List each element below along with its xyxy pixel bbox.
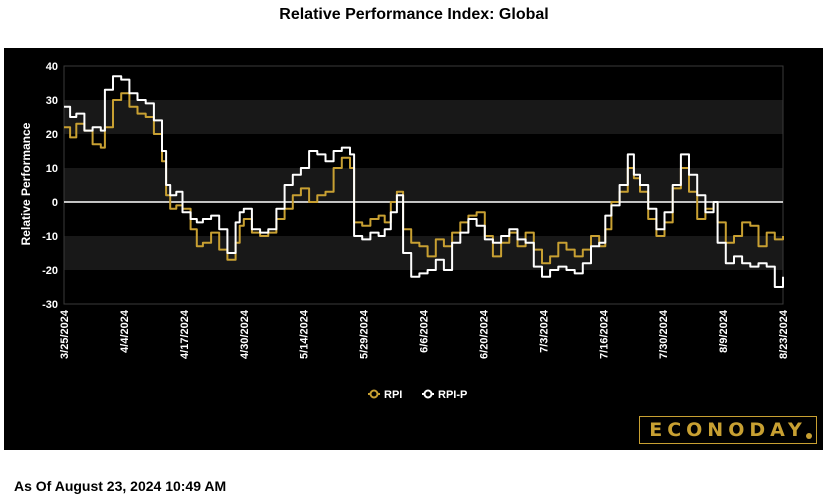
- x-tick-label: 7/30/2024: [658, 309, 670, 359]
- series-line-rpi: [64, 92, 784, 265]
- legend: RPI RPI-P: [368, 389, 467, 401]
- legend-marker-icon: [369, 389, 379, 399]
- plot-frame: [63, 65, 784, 305]
- grid-band: [64, 270, 783, 304]
- chart-plot: 40 30 20 10 0 -10 -20 -30 3/25/2024 4/4/2024 4/17…: [19, 61, 790, 401]
- brand-logo-text: ECONODAY: [649, 419, 807, 441]
- y-tick-label: -30: [42, 299, 58, 311]
- y-axis-ticks: 40 30 20 10 0 -10 -20 -30: [42, 61, 58, 311]
- x-tick-label: 8/9/2024: [718, 309, 730, 353]
- y-tick-label: 10: [46, 163, 58, 175]
- y-tick-label: 20: [46, 129, 58, 141]
- x-tick-label: 4/30/2024: [239, 309, 251, 359]
- grid-band: [64, 168, 783, 202]
- legend-marker-icon: [423, 389, 433, 399]
- grid-band: [64, 134, 783, 168]
- legend-label: RPI-P: [438, 389, 467, 401]
- x-tick-label: 5/14/2024: [299, 309, 311, 359]
- x-tick-label: 7/16/2024: [598, 309, 610, 359]
- x-tick-label: 8/23/2024: [778, 309, 790, 359]
- x-tick-label: 7/3/2024: [538, 309, 550, 353]
- x-axis-ticks: 3/25/2024 4/4/2024 4/17/2024 4/30/2024 5/14/…: [59, 309, 790, 359]
- footer-timestamp: As Of August 23, 2024 10:49 AM: [14, 478, 227, 494]
- y-tick-label: 0: [52, 197, 58, 209]
- x-tick-label: 4/4/2024: [119, 309, 131, 353]
- grid-band: [64, 100, 783, 134]
- y-tick-label: -20: [42, 265, 58, 277]
- x-tick-label: 6/20/2024: [478, 309, 490, 359]
- series-group: [64, 75, 784, 288]
- chart-title: Relative Performance Index: Global: [279, 6, 549, 23]
- x-tick-label: 4/17/2024: [179, 309, 191, 359]
- x-tick-label: 5/29/2024: [359, 309, 371, 359]
- grid-band: [64, 202, 783, 236]
- plot-bands: [63, 65, 784, 305]
- y-axis-label: Relative Performance: [19, 122, 33, 245]
- registered-mark-icon: [806, 433, 812, 439]
- y-tick-label: 40: [46, 61, 58, 73]
- legend-label: RPI: [384, 389, 402, 401]
- series-line-rpi-p: [64, 75, 784, 288]
- y-tick-label: -10: [42, 231, 58, 243]
- y-tick-label: 30: [46, 95, 58, 107]
- x-tick-label: 3/25/2024: [59, 309, 71, 359]
- brand-logo: ECONODAY: [639, 416, 817, 444]
- x-tick-label: 6/6/2024: [419, 309, 431, 353]
- chart-panel: 40 30 20 10 0 -10 -20 -30 3/25/2024 4/4/2024 4/17…: [4, 48, 823, 450]
- grid-band: [64, 236, 783, 270]
- grid-band: [64, 66, 783, 100]
